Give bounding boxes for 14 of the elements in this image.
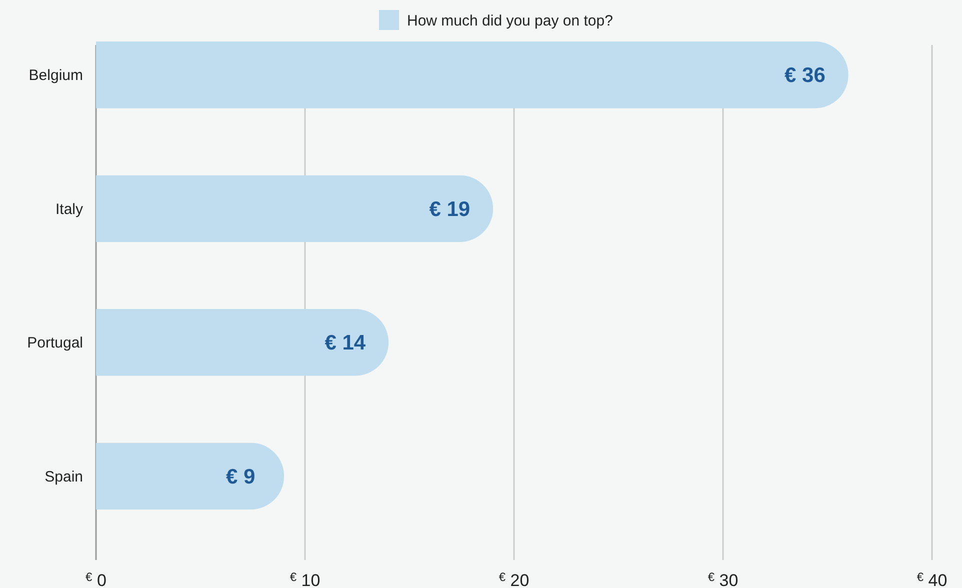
- legend-label: How much did you pay on top?: [407, 12, 613, 30]
- data-label: € 19: [429, 198, 470, 221]
- x-tick-label: $^{€}$ 30: [708, 570, 738, 588]
- data-label: € 14: [324, 332, 366, 355]
- y-tick-label: Portugal: [27, 334, 83, 352]
- x-tick-label: $^{€}$ 40: [916, 570, 948, 588]
- x-tick-label: $^{€}$ 10: [290, 570, 320, 588]
- data-label: € 9: [226, 465, 256, 488]
- y-tick-label: Spain: [44, 468, 83, 486]
- data-label: € 36: [784, 64, 826, 88]
- y-tick-label: Belgium: [28, 67, 83, 84]
- y-tick-label: Italy: [55, 200, 84, 218]
- x-tick-label: $^{€}$ 20: [498, 570, 530, 588]
- x-tick-label: $^{€}$ 0: [86, 570, 106, 588]
